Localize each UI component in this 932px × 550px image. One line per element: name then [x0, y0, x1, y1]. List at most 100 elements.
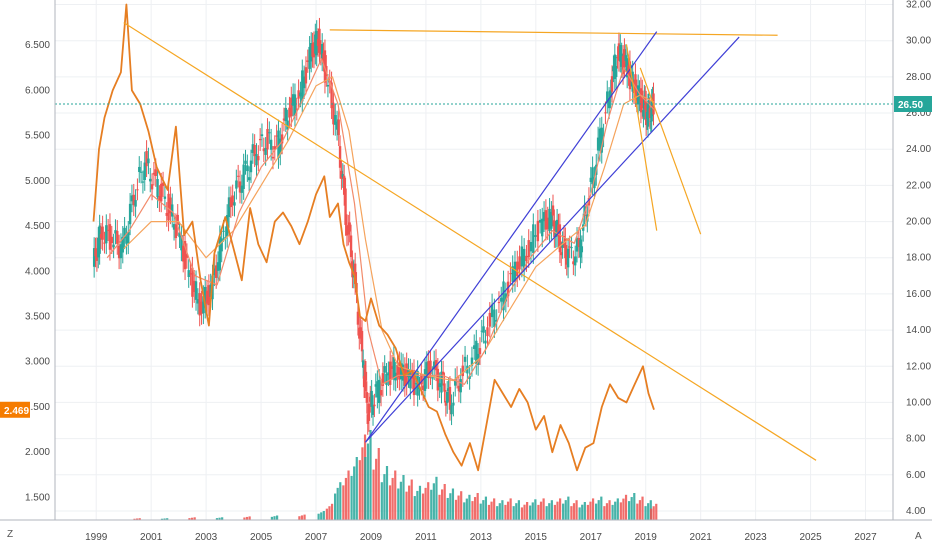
left-tick-label[interactable]: 3.000 — [25, 357, 50, 368]
left-tick-label[interactable]: 2.000 — [25, 447, 50, 458]
left-tick-label[interactable]: 1.500 — [25, 492, 50, 503]
time-tick-label[interactable]: 2025 — [799, 532, 822, 543]
candle-body — [441, 371, 445, 375]
trend-line[interactable] — [329, 29, 778, 36]
time-tick-label[interactable]: 1999 — [85, 532, 108, 543]
time-tick-label[interactable]: 2013 — [470, 532, 493, 543]
candle-body — [301, 70, 304, 102]
candle-body — [542, 212, 546, 222]
trend-line[interactable] — [364, 31, 658, 443]
candle-body — [399, 363, 403, 380]
trend-line[interactable] — [365, 36, 740, 443]
candle-body — [444, 400, 448, 406]
candle-body — [264, 147, 267, 155]
volume-bar — [641, 496, 644, 520]
trend-line[interactable] — [123, 22, 817, 461]
time-tick-label[interactable]: 2019 — [635, 532, 658, 543]
time-tick-label[interactable]: 2003 — [195, 532, 218, 543]
candle-body — [396, 364, 399, 378]
candle-body — [154, 169, 157, 176]
candle-body — [127, 231, 130, 244]
time-tick-label[interactable]: 2023 — [744, 532, 767, 543]
right-tick-label[interactable]: 18.00 — [906, 253, 931, 264]
time-tick-label[interactable]: 2009 — [360, 532, 383, 543]
candle-body — [335, 121, 339, 130]
volume-bar — [397, 488, 400, 520]
time-tick-label[interactable]: 2027 — [854, 532, 877, 543]
volume-bar — [501, 500, 504, 520]
candle-body — [143, 162, 146, 180]
right-axis-ticks[interactable]: 4.00 6.00 8.00 10.00 12.00 14.00 16.00 18.00 20.… — [906, 0, 931, 517]
candle-body — [169, 197, 172, 214]
volume-bar — [526, 502, 529, 520]
candle-body — [579, 239, 582, 258]
candle-body — [163, 196, 167, 199]
right-tick-label[interactable]: 6.00 — [906, 470, 926, 481]
auto-scale-icon[interactable]: A — [915, 531, 922, 542]
right-tick-label[interactable]: 28.00 — [906, 72, 931, 83]
volume-bar — [350, 475, 353, 520]
left-tick-label[interactable]: 4.500 — [25, 221, 50, 232]
left-tick-label[interactable]: 5.500 — [25, 131, 50, 142]
candle-body — [205, 290, 209, 304]
candle-body — [609, 90, 612, 98]
right-tick-label[interactable]: 12.00 — [906, 361, 931, 372]
time-tick-label[interactable]: 2007 — [305, 532, 328, 543]
time-tick-label[interactable]: 2015 — [525, 532, 548, 543]
right-tick-label[interactable]: 26.00 — [906, 108, 931, 119]
candle-body — [167, 193, 170, 221]
candle-body — [457, 385, 461, 392]
left-tick-label[interactable]: 2.500 — [25, 402, 50, 413]
candle-body — [548, 208, 551, 231]
right-tick-label[interactable]: 4.00 — [906, 506, 926, 517]
time-tick-label[interactable]: 2011 — [415, 532, 437, 543]
right-tick-label[interactable]: 16.00 — [906, 289, 931, 300]
right-tick-label[interactable]: 20.00 — [906, 217, 931, 228]
candle-body — [544, 210, 548, 230]
candle-body — [577, 237, 581, 248]
volume-bar — [413, 496, 416, 520]
candle-body — [103, 242, 106, 244]
candle-body — [541, 218, 544, 237]
candle-body — [187, 270, 190, 278]
time-tick-label[interactable]: 2017 — [580, 532, 603, 543]
candle-body — [150, 184, 154, 190]
timezone-icon[interactable]: Z — [7, 529, 14, 540]
time-tick-label[interactable]: 2005 — [250, 532, 273, 543]
left-tick-label[interactable]: 5.000 — [25, 176, 50, 187]
left-axis-ticks[interactable]: 1.500 2.000 2.500 3.000 3.500 4.000 4.500 5.000… — [25, 40, 50, 503]
right-tick-label[interactable]: 8.00 — [906, 434, 926, 445]
candle-body — [277, 130, 280, 158]
left-last-value-label: 2.469 — [4, 406, 29, 417]
time-tick-label[interactable]: 2001 — [140, 532, 163, 543]
candle-body — [504, 293, 508, 302]
candle-body — [320, 44, 324, 61]
right-tick-label[interactable]: 10.00 — [906, 397, 931, 408]
right-tick-label[interactable]: 32.00 — [906, 0, 931, 11]
candle-body — [319, 50, 323, 55]
volume-bar — [358, 460, 361, 520]
left-tick-label[interactable]: 4.000 — [25, 266, 50, 277]
candle-body — [161, 182, 165, 187]
left-tick-label[interactable]: 3.500 — [25, 312, 50, 323]
left-tick-label[interactable]: 6.500 — [25, 40, 50, 51]
volume-bar — [537, 504, 540, 520]
candle-body — [139, 171, 143, 173]
right-tick-label[interactable]: 22.00 — [906, 180, 931, 191]
volume-bar — [534, 499, 537, 520]
candle-body — [227, 197, 231, 218]
trendline-drawings[interactable] — [123, 22, 817, 461]
candle-body — [427, 361, 430, 379]
left-tick-label[interactable]: 6.000 — [25, 85, 50, 96]
trend-line[interactable] — [625, 44, 658, 231]
volume-bar — [630, 497, 633, 520]
candle-body — [222, 230, 225, 232]
right-tick-label[interactable]: 14.00 — [906, 325, 931, 336]
time-axis-ticks[interactable]: 1999 2001 2003 2005 2007 2009 2011 2013 2015 2017… — [85, 532, 877, 543]
right-tick-label[interactable]: 24.00 — [906, 144, 931, 155]
right-tick-label[interactable]: 30.00 — [906, 36, 931, 47]
trend-line[interactable] — [639, 67, 702, 235]
time-tick-label[interactable]: 2021 — [690, 532, 713, 543]
volume-bar — [624, 494, 628, 520]
